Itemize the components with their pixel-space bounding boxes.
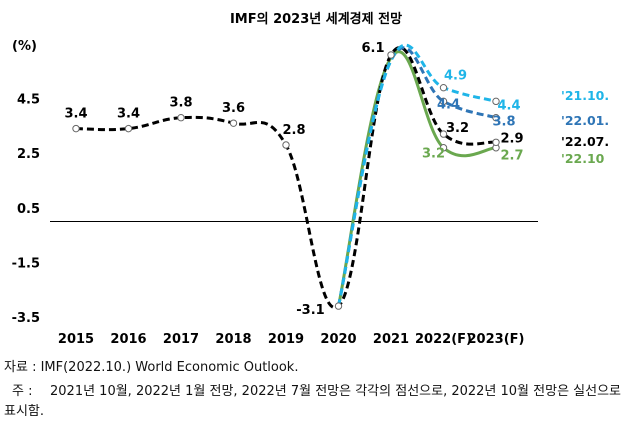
- data-label: 3.4: [64, 107, 87, 122]
- data-label: -3.1: [296, 303, 324, 318]
- x-tick-label: 2015: [58, 332, 94, 347]
- data-point: [439, 144, 448, 152]
- data-label: 2.7: [500, 149, 523, 164]
- series-line-1: [75, 46, 497, 310]
- footnote-label: 주: [12, 384, 24, 399]
- data-label: 4.4: [497, 98, 520, 113]
- x-tick-label: 2019: [268, 332, 304, 347]
- x-tick-label: 2022(F): [415, 332, 472, 347]
- x-tick-label: 2021: [373, 332, 409, 347]
- series-line-3: [337, 43, 497, 307]
- data-point: [439, 83, 448, 92]
- data-point: [334, 302, 343, 310]
- data-label: 3.2: [422, 147, 445, 162]
- x-tick-label: 2017: [163, 332, 199, 347]
- legend-label-0: '22.10: [561, 151, 605, 166]
- x-tick-label: 2016: [110, 332, 146, 347]
- y-tick-label: 0.5: [17, 202, 40, 217]
- data-point: [124, 124, 133, 133]
- data-label: 2.9: [500, 131, 523, 146]
- data-label: 4.9: [444, 69, 467, 84]
- data-label: 3.8: [169, 96, 192, 111]
- source-note: 자료 : IMF(2022.10.) World Economic Outloo…: [4, 356, 298, 375]
- footnote: 주 : 2021년 10월, 2022년 1월 전망, 2022년 7월 전망은…: [4, 382, 624, 422]
- legend-label-3: '21.10.: [561, 88, 609, 103]
- legend-label-1: '22.07.: [561, 134, 609, 149]
- data-label: 3.4: [117, 107, 140, 122]
- source-label: 자료: [4, 360, 28, 375]
- data-point: [282, 141, 290, 149]
- data-label: 3.2: [446, 121, 469, 136]
- source-colon: :: [32, 360, 41, 375]
- data-point: [439, 97, 448, 106]
- x-tick-label: 2023(F): [468, 332, 525, 347]
- source-text: IMF(2022.10.) World Economic Outlook.: [40, 360, 299, 375]
- data-point: [492, 114, 500, 122]
- y-axis-unit: (%): [12, 39, 37, 54]
- data-point: [229, 119, 238, 127]
- legend-label-2: '22.01.: [561, 113, 609, 128]
- x-tick-label: 2020: [320, 332, 356, 347]
- data-label: 3.8: [492, 115, 515, 130]
- data-label: 6.1: [361, 41, 384, 56]
- y-tick-label: -3.5: [12, 311, 40, 326]
- data-label: 3.6: [222, 101, 245, 116]
- footnote-label-wrap: 주 :: [4, 382, 50, 402]
- series-line-0: [337, 50, 497, 307]
- y-tick-label: -1.5: [12, 256, 40, 271]
- data-point: [72, 124, 80, 133]
- data-point: [387, 51, 395, 59]
- chart: IMF의 2023년 세계경제 전망 (%) 4.5 2.5 0.5 -1.5 -3.5 20…: [12, 11, 610, 347]
- chart-title: IMF의 2023년 세계경제 전망: [230, 11, 402, 27]
- data-point: [492, 97, 500, 106]
- footnote-text: 2021년 10월, 2022년 1월 전망, 2022년 7월 전망은 각각의…: [4, 384, 621, 419]
- data-point: [439, 130, 448, 138]
- y-tick-label: 2.5: [17, 147, 40, 162]
- data-point: [492, 138, 500, 146]
- y-tick-label: 4.5: [17, 93, 40, 108]
- data-point: [177, 114, 185, 122]
- x-tick-label: 2018: [215, 332, 251, 347]
- data-label: 4.4: [437, 97, 460, 112]
- data-label: 2.8: [282, 123, 305, 138]
